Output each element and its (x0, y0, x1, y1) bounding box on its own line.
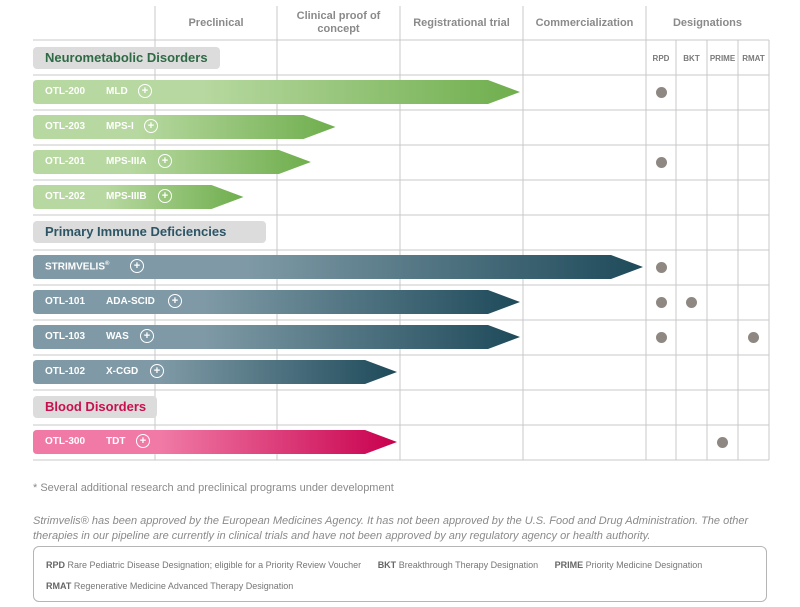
phase-header-clinical-proof: Clinical proof of concept (277, 10, 400, 36)
footnote: * Several additional research and precli… (33, 482, 394, 494)
program-code: STRIMVELIS® (45, 261, 110, 273)
program-arrow-shape (33, 325, 520, 349)
legend-abbr-rmat: RMAT (46, 581, 72, 591)
phase-header-preclinical: Preclinical (188, 17, 244, 29)
program-indication: TDT (106, 436, 126, 447)
program-code: OTL-201 (45, 156, 86, 167)
legend-text-prime: Priority Medicine Designation (585, 560, 703, 570)
legend-text-rmat: Regenerative Medicine Advanced Therapy D… (73, 581, 294, 591)
expand-plus-icon[interactable]: + (168, 294, 182, 308)
program-code: OTL-103 (45, 331, 86, 342)
category-primary-immune: Primary Immune Deficiencies (33, 221, 266, 243)
program-code: OTL-102 (45, 366, 86, 377)
program-indication: MPS-IIIA (106, 156, 147, 167)
designation-legend: RPD Rare Pediatric Disease Designation; … (33, 546, 767, 602)
legend-row-1: RPD Rare Pediatric Disease Designation; … (46, 560, 702, 570)
expand-plus-icon[interactable]: + (150, 364, 164, 378)
program-bar-otl-200: OTL-200 MLD + (33, 80, 520, 104)
program-bar-otl-102: OTL-102 X-CGD + (33, 360, 397, 384)
designation-dot-prime (716, 436, 728, 448)
program-arrow-path (33, 150, 311, 174)
designation-header-rmat: RMAT (742, 54, 765, 63)
program-code: OTL-101 (45, 296, 86, 307)
program-arrow-path (33, 325, 520, 349)
program-arrow-path (33, 360, 397, 384)
expand-plus-icon[interactable]: + (140, 329, 154, 343)
program-arrow-shape (33, 185, 244, 209)
program-code: OTL-300 (45, 436, 86, 447)
designation-header-prime: PRIME (709, 54, 736, 63)
designation-header-rpd: RPD (652, 54, 670, 63)
program-indication: X-CGD (106, 366, 139, 377)
phase-header-commercialization: Commercialization (535, 17, 634, 29)
program-arrow-path (33, 430, 397, 454)
phase-header-clinical-proof-line1: Clinical proof of (296, 10, 381, 22)
program-code: OTL-200 (45, 86, 86, 97)
legend-abbr-rpd: RPD (46, 560, 66, 570)
designation-dot-rpd (655, 331, 667, 343)
program-arrow-shape (33, 290, 520, 314)
program-arrow-shape (33, 150, 311, 174)
legend-text-bkt: Breakthrough Therapy Designation (398, 560, 539, 570)
expand-plus-icon[interactable]: + (138, 84, 152, 98)
program-code: OTL-202 (45, 191, 86, 202)
program-bar-otl-201: OTL-201 MPS-IIIA + (33, 150, 311, 174)
expand-plus-icon[interactable]: + (158, 154, 172, 168)
program-arrow-shape (33, 255, 643, 279)
program-bar-otl-101: OTL-101 ADA-SCID + (33, 290, 520, 314)
category-neurometabolic: Neurometabolic Disorders (33, 47, 220, 69)
disclaimer: Strimvelis® has been approved by the Eur… (33, 515, 749, 542)
legend-text-rpd: Rare Pediatric Disease Designation; elig… (67, 560, 362, 570)
designation-dot-rpd (655, 296, 667, 308)
legend-row-2: RMAT Regenerative Medicine Advanced Ther… (46, 581, 293, 591)
designation-dot-rpd (655, 261, 667, 273)
program-indication: WAS (106, 331, 129, 342)
program-bar-strimvelis: STRIMVELIS® + (33, 255, 643, 279)
expand-plus-icon[interactable]: + (144, 119, 158, 133)
designation-dot-rpd (655, 156, 667, 168)
program-arrow-path (33, 290, 520, 314)
pipeline-grid (33, 6, 770, 461)
expand-plus-icon[interactable]: + (130, 259, 144, 273)
designation-header-bkt: BKT (683, 54, 700, 63)
designation-dot-bkt (685, 296, 697, 308)
program-indication: ADA-SCID (106, 296, 155, 307)
program-indication: MPS-I (106, 121, 134, 132)
program-arrow-shape (33, 430, 397, 454)
program-arrow-path (33, 255, 643, 279)
phase-header-registrational: Registrational trial (413, 17, 510, 29)
program-indication: MPS-IIIB (106, 191, 147, 202)
program-code: OTL-203 (45, 121, 86, 132)
program-indication: MLD (106, 86, 128, 97)
program-bar-otl-203: OTL-203 MPS-I + (33, 115, 336, 139)
expand-plus-icon[interactable]: + (158, 189, 172, 203)
program-arrow-shape (33, 360, 397, 384)
program-arrow-shape (33, 115, 336, 139)
designation-dot-rmat (747, 331, 759, 343)
legend-abbr-prime: PRIME (554, 560, 584, 570)
designation-dot-rpd (655, 86, 667, 98)
designations-header: Designations (672, 17, 743, 29)
program-arrow-path (33, 115, 336, 139)
category-blood: Blood Disorders (33, 396, 157, 418)
program-arrow-shape (33, 80, 520, 104)
program-arrow-path (33, 80, 520, 104)
expand-plus-icon[interactable]: + (136, 434, 150, 448)
program-bar-otl-300: OTL-300 TDT + (33, 430, 397, 454)
legend-abbr-bkt: BKT (377, 560, 397, 570)
program-bar-otl-202: OTL-202 MPS-IIIB + (33, 185, 244, 209)
program-bar-otl-103: OTL-103 WAS + (33, 325, 520, 349)
phase-header-clinical-proof-line2: concept (317, 23, 360, 35)
program-arrow-path (33, 185, 244, 209)
